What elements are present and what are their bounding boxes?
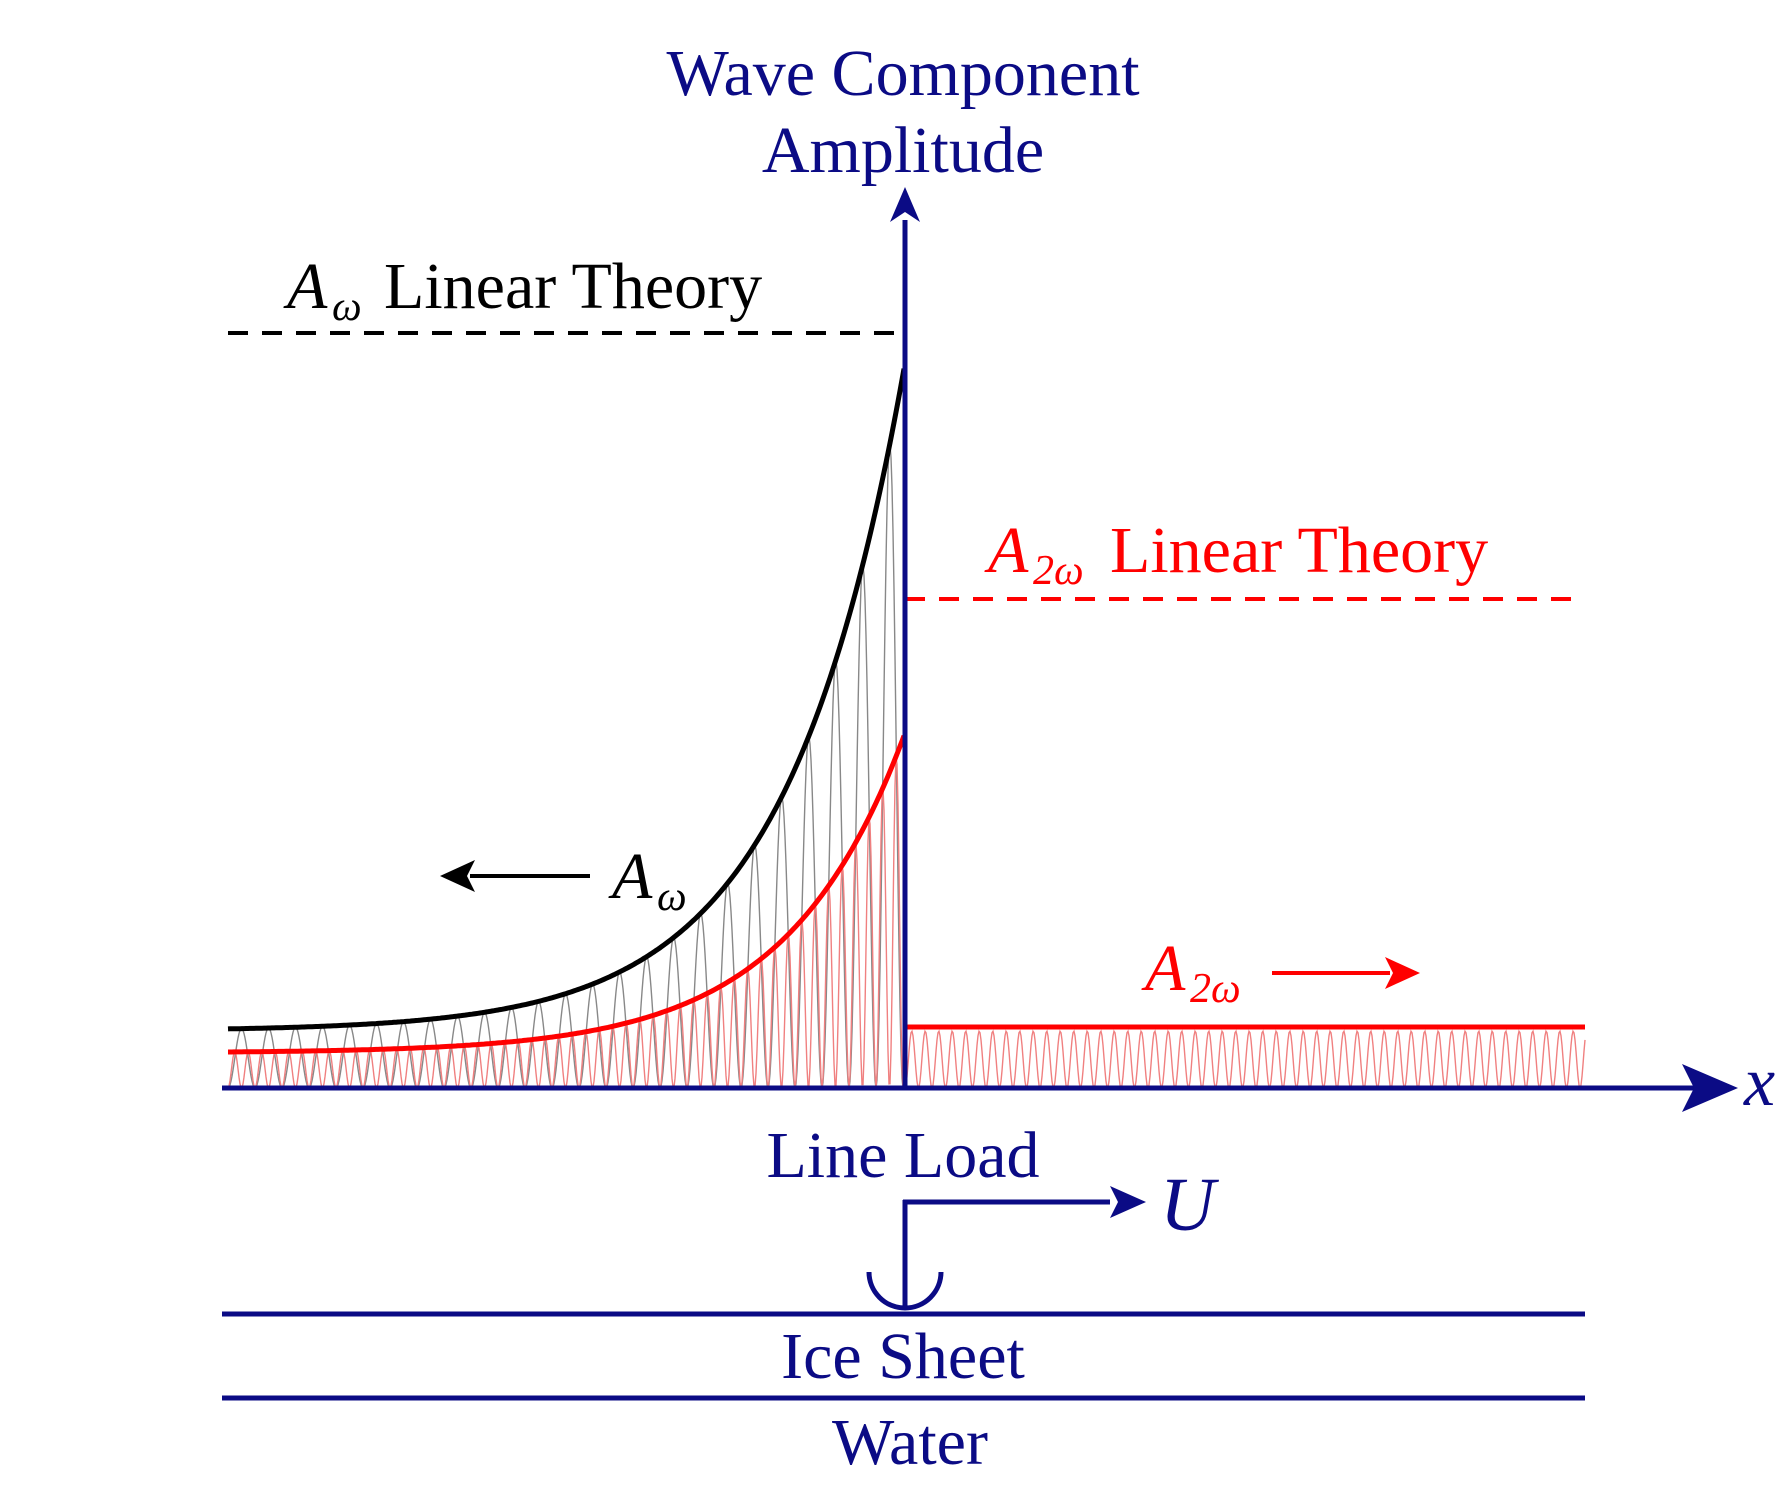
velocity-label: U <box>1160 1163 1219 1247</box>
water-label: Water <box>832 1406 988 1479</box>
line-load-cup <box>866 1271 944 1311</box>
velocity-arrowhead <box>1110 1186 1146 1218</box>
a-2omega-subscript: 2ω <box>1190 966 1241 1012</box>
a-2omega-linear-theory-label: A 2ω Linear Theory <box>984 514 1488 594</box>
red-oscillation-path-left <box>227 757 906 1091</box>
x-axis-arrowhead <box>1682 1064 1738 1112</box>
y-axis-title-line1: Wave Component <box>666 37 1139 110</box>
left-red-oscillation <box>227 757 906 1091</box>
a-2omega-envelope-curve <box>228 734 907 1055</box>
a-omega-direction-label: A ω <box>440 840 687 920</box>
a-omega-direction-arrowhead <box>440 860 475 892</box>
a-2omega-symbol: A <box>1141 932 1186 1005</box>
a-2omega-direction-arrowhead <box>1385 957 1420 989</box>
a-2omega-direction-label: A 2ω <box>1141 932 1420 1012</box>
y-axis-arrowhead <box>890 187 920 222</box>
a-omega-linear-symbol: A <box>283 250 328 323</box>
ice-sheet-label: Ice Sheet <box>781 1320 1025 1393</box>
a-2omega-linear-subscript: 2ω <box>1033 548 1084 594</box>
right-red-oscillation <box>904 1029 1586 1091</box>
line-load-label: Line Load <box>766 1119 1039 1192</box>
x-axis-label: x <box>1743 1044 1775 1121</box>
a-2omega-linear-symbol: A <box>984 514 1029 587</box>
a-2omega-linear-text: Linear Theory <box>1110 514 1488 587</box>
a-omega-linear-text: Linear Theory <box>384 250 762 323</box>
a-omega-linear-theory-label: A ω Linear Theory <box>283 250 762 330</box>
a-omega-linear-subscript: ω <box>332 284 362 330</box>
a-omega-subscript: ω <box>657 874 687 920</box>
red-oscillation-path-right <box>904 1029 1586 1091</box>
y-axis-title-line2: Amplitude <box>762 114 1044 187</box>
a-omega-envelope-curve <box>227 368 907 1032</box>
a-omega-symbol: A <box>608 840 653 913</box>
